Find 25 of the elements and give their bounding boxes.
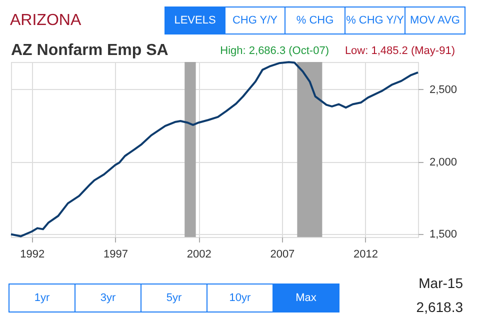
x-tick-label: 2007 — [270, 248, 295, 260]
y-tick-label: 1,500 — [430, 228, 458, 241]
line-series — [10, 61, 419, 238]
x-tick-label: 1997 — [104, 248, 128, 260]
text: MOV AVG — [410, 14, 460, 26]
chart-title: ARIZONA — [10, 12, 82, 29]
y-tick-label: 2,000 — [430, 156, 458, 168]
text: 2,618.3 — [416, 299, 464, 315]
chart-subtitle: AZ Nonfarm Emp SA — [11, 42, 169, 59]
x-tick-label: 2012 — [354, 248, 378, 260]
text: 5yr — [166, 292, 182, 304]
text: % CHG Y/Y — [346, 14, 405, 26]
text: CHG Y/Y — [232, 14, 278, 26]
text: Max — [296, 292, 317, 304]
text: 1yr — [34, 292, 50, 304]
text: 10yr — [229, 292, 252, 304]
x-tick-label: 1992 — [20, 248, 45, 260]
text: % CHG — [296, 14, 334, 26]
text: Mar-15 — [418, 275, 464, 291]
x-tick-label: 2002 — [186, 248, 212, 260]
text: Low: 1,485.2 (May-91) — [344, 45, 455, 57]
text: 3yr — [100, 292, 116, 304]
text: LEVELS — [174, 14, 216, 26]
text: High: 2,686.3 (Oct-07) — [220, 45, 329, 57]
y-tick-label: 2,500 — [430, 84, 458, 96]
